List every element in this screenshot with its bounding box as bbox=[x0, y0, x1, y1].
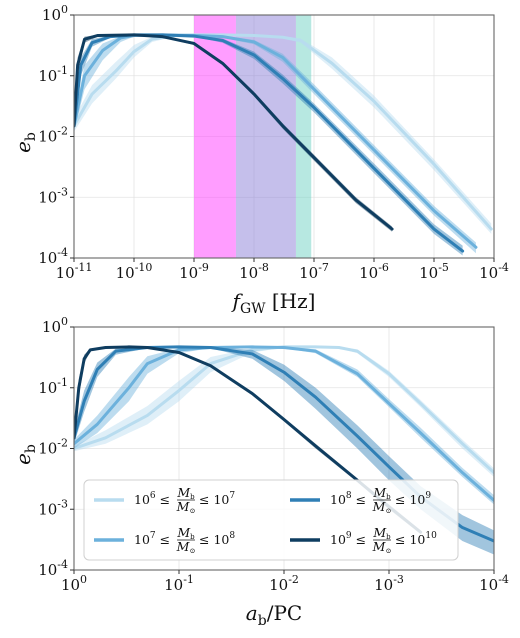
series-1-band bbox=[74, 34, 492, 234]
x-tick-label: 10-3 bbox=[374, 573, 404, 594]
x-axis-label: fGW [Hz] bbox=[231, 289, 316, 317]
x-tick-label: 10-7 bbox=[299, 261, 329, 282]
x-tick-label: 10-8 bbox=[239, 261, 269, 282]
x-tick-label: 10-4 bbox=[479, 261, 509, 282]
y-axis-label: eb bbox=[11, 132, 39, 153]
y-tick-label: 10-2 bbox=[38, 125, 68, 146]
series-2-line bbox=[74, 33, 478, 249]
x-tick-label: 10-4 bbox=[479, 573, 509, 594]
bottom-panel-ab: 100 10-1 10-2 10-3 10-410010-110-210-310-4ab… bbox=[11, 315, 509, 629]
legend-entry: 108 ≤ MbM⊙≤ 109 bbox=[290, 485, 431, 515]
series-2-line bbox=[74, 345, 494, 502]
x-tick-label: 10-5 bbox=[419, 261, 449, 282]
legend-frac-den: M⊙ bbox=[176, 539, 196, 555]
x-tick-label: 10-6 bbox=[359, 261, 389, 282]
legend-upper-bound: ≤ 108 bbox=[199, 531, 235, 547]
x-tick-label: 10-1 bbox=[164, 573, 194, 594]
legend-frac-num: Mb bbox=[176, 525, 195, 541]
x-axis-label: ab/PC bbox=[246, 601, 302, 629]
series-4-line bbox=[74, 345, 423, 534]
x-tick-label: 10-9 bbox=[179, 261, 209, 282]
legend-entry: 106 ≤ MbM⊙≤ 107 bbox=[94, 485, 235, 515]
legend-frac-num: Mb bbox=[176, 485, 195, 501]
y-tick-label: 10-1 bbox=[38, 376, 68, 397]
legend-upper-bound: ≤ 107 bbox=[199, 491, 235, 507]
legend-frac-den: M⊙ bbox=[372, 499, 392, 515]
legend-frac-den: M⊙ bbox=[176, 499, 196, 515]
x-tick-label: 10-10 bbox=[116, 261, 153, 282]
series-1-line bbox=[74, 345, 494, 475]
legend-frac-den: M⊙ bbox=[372, 539, 392, 555]
frequency-band bbox=[194, 15, 236, 258]
legend-entry: 109 ≤ MbM⊙≤ 1010 bbox=[290, 525, 437, 555]
y-tick-label: 10-4 bbox=[38, 246, 68, 267]
legend-upper-bound: ≤ 1010 bbox=[395, 531, 437, 547]
series-3-line bbox=[74, 33, 465, 253]
legend-frac-num: Mb bbox=[372, 525, 391, 541]
legend-entry: 107 ≤ MbM⊙≤ 108 bbox=[94, 525, 235, 555]
series-2-band bbox=[74, 346, 494, 505]
y-tick-label: 100 bbox=[42, 3, 68, 24]
y-tick-label: 10-3 bbox=[38, 185, 68, 206]
legend-lower-bound: 107 ≤ bbox=[134, 531, 170, 547]
legend-lower-bound: 109 ≤ bbox=[330, 531, 366, 547]
frequency-band bbox=[295, 15, 312, 258]
series-1-line bbox=[74, 33, 493, 231]
legend-lower-bound: 106 ≤ bbox=[134, 491, 170, 507]
top-panel-fgw: 10-11 10-10 10-9 10-8 10-7 10-6 10-5 10-4 100 10-… bbox=[11, 3, 509, 317]
y-tick-label: 10-1 bbox=[38, 64, 68, 85]
y-axis-label: eb bbox=[11, 444, 39, 465]
legend-upper-bound: ≤ 109 bbox=[395, 491, 431, 507]
legend-lower-bound: 108 ≤ bbox=[330, 491, 366, 507]
x-tick-label: 100 bbox=[61, 573, 87, 594]
legend-frac-num: Mb bbox=[372, 485, 391, 501]
y-tick-label: 100 bbox=[42, 315, 68, 336]
frequency-band bbox=[235, 15, 296, 258]
y-tick-label: 10-4 bbox=[38, 558, 68, 579]
x-tick-label: 10-2 bbox=[269, 573, 299, 594]
series-1-band bbox=[74, 346, 494, 477]
y-tick-label: 10-2 bbox=[38, 437, 68, 458]
series-4-line bbox=[74, 33, 394, 231]
y-tick-label: 10-3 bbox=[38, 497, 68, 518]
x-tick-label: 10-11 bbox=[56, 261, 93, 282]
